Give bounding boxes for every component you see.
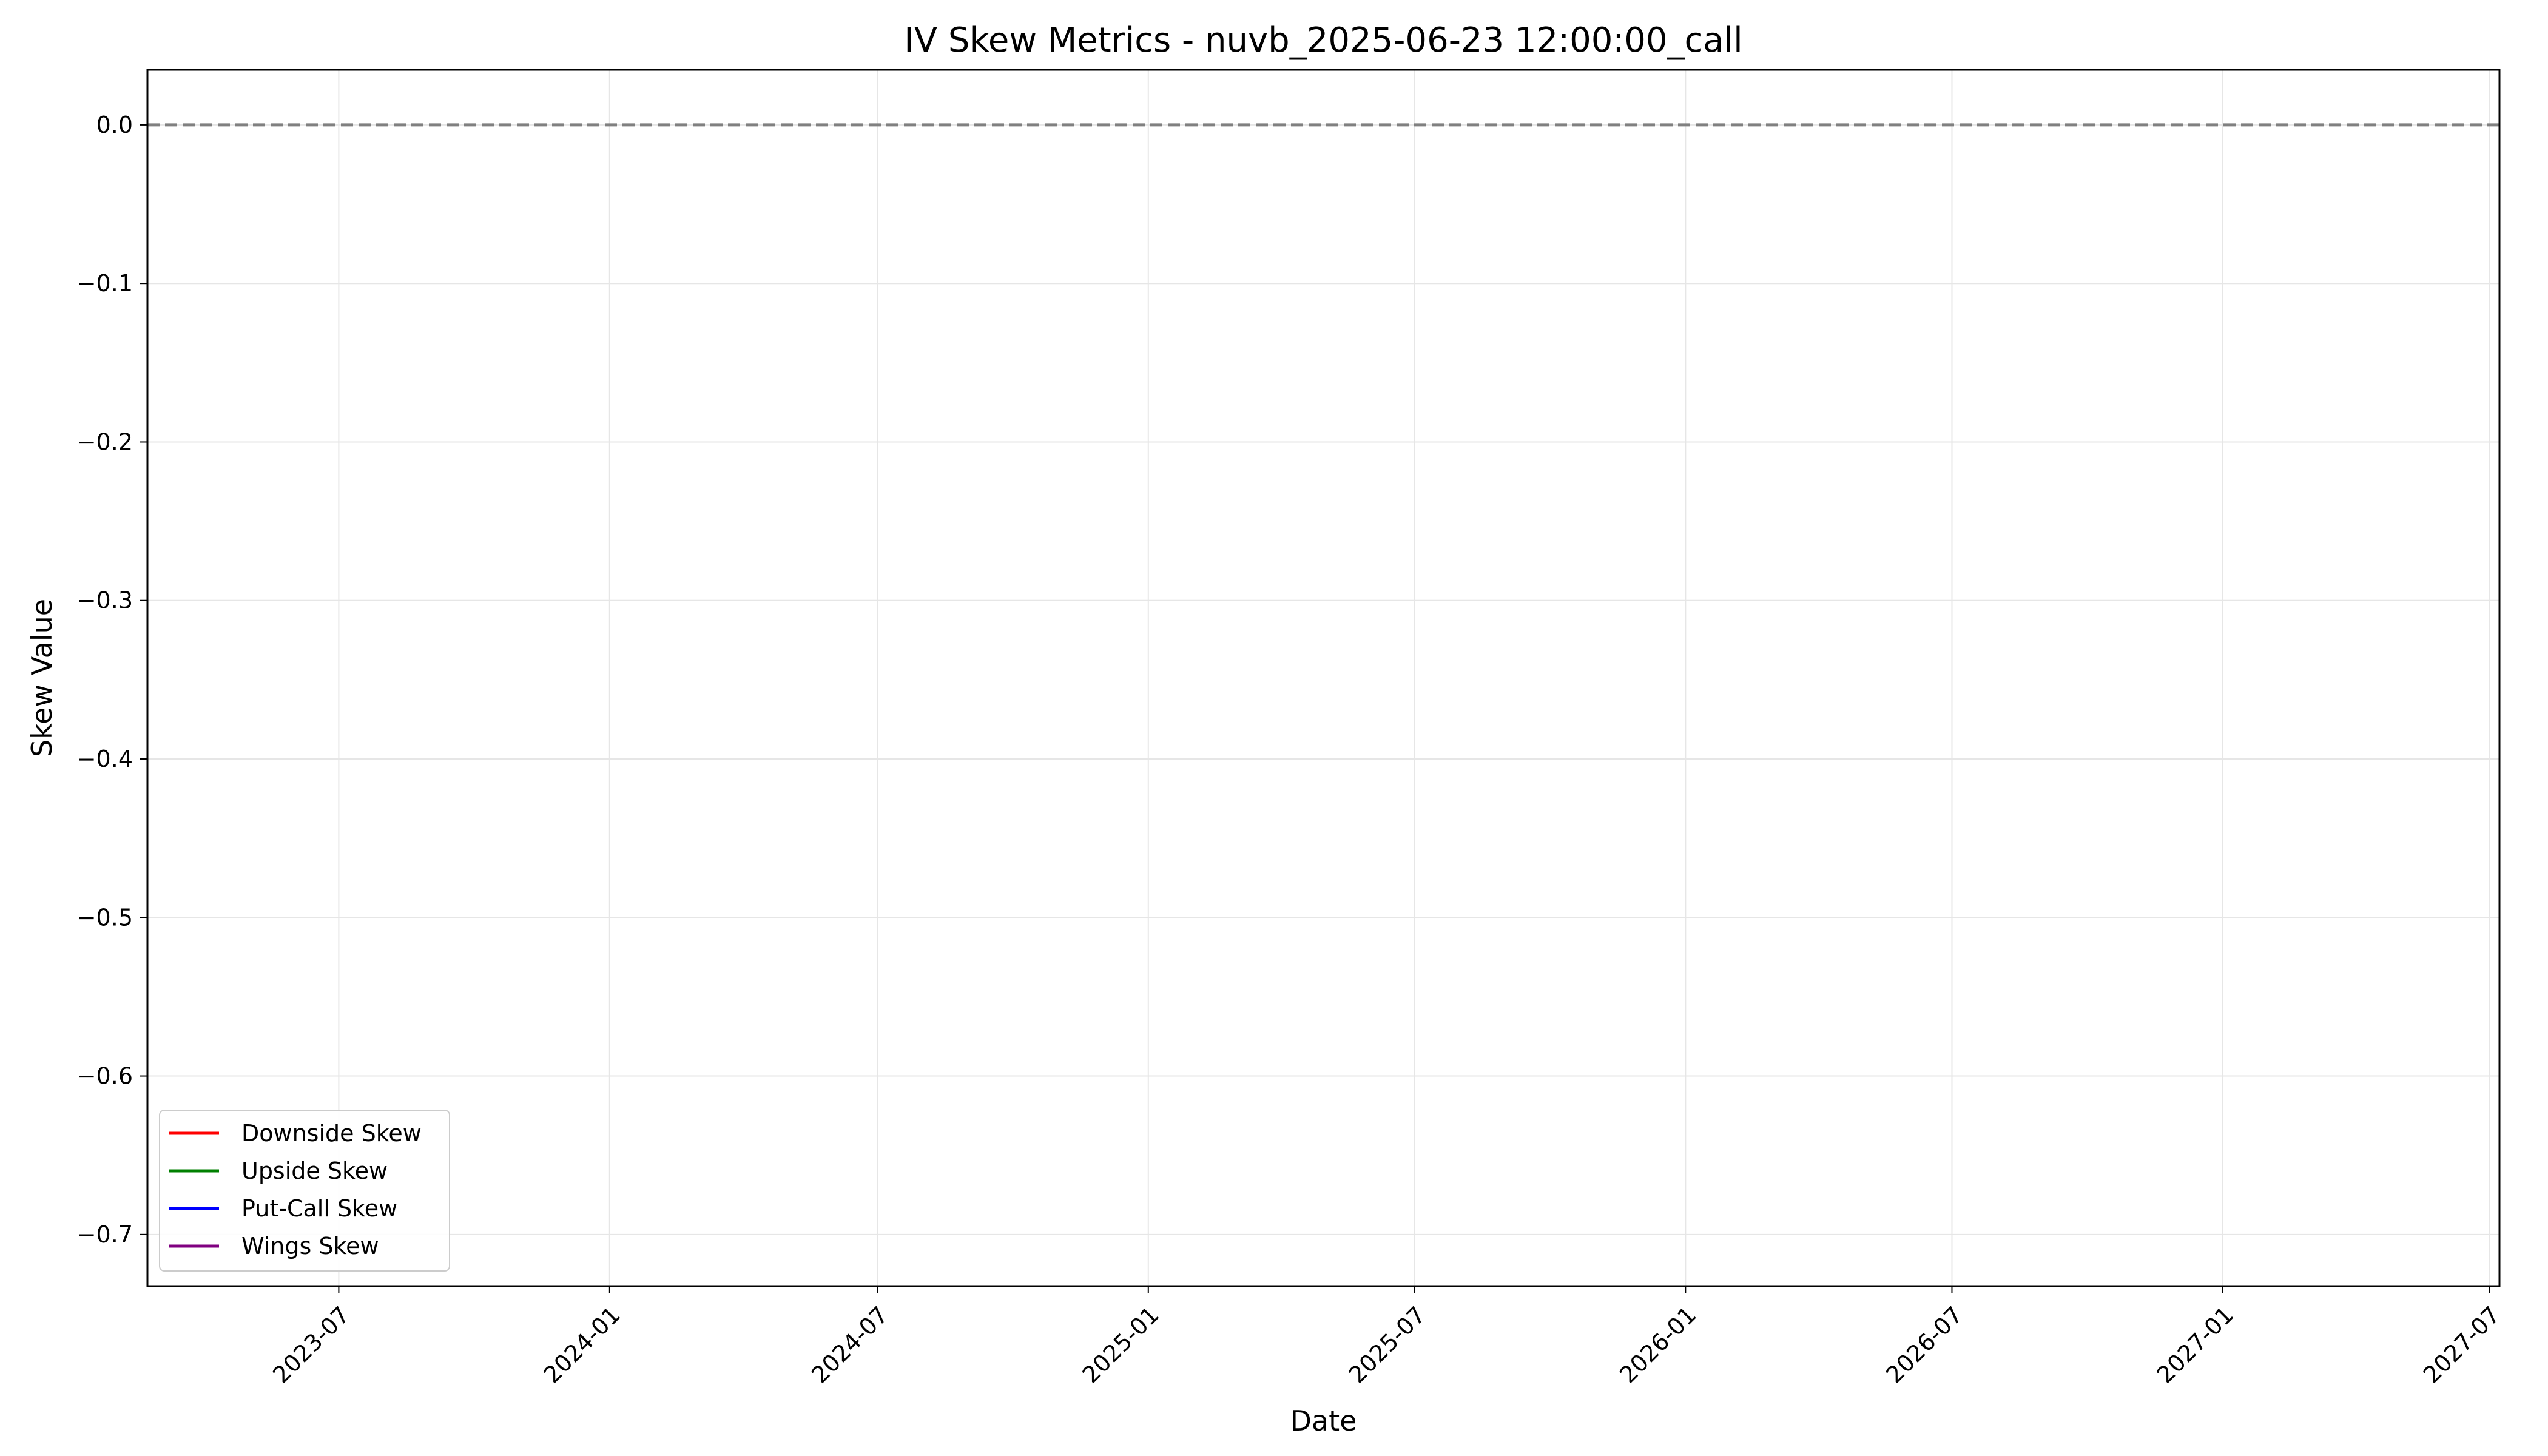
y-axis: 0.0 −0.1 −0.2 −0.3 −0.4 −0.5 −0.6 −0.7 [77,112,147,1248]
y-tick-label: −0.6 [77,1063,133,1090]
y-tick-label: −0.5 [77,904,133,931]
legend-label: Upside Skew [241,1158,388,1184]
y-axis-title: Skew Value [25,599,58,757]
legend-label: Wings Skew [241,1233,379,1259]
y-tick-label: −0.7 [77,1221,133,1248]
chart-title: IV Skew Metrics - nuvb_2025-06-23 12:00:… [904,21,1742,60]
legend-label: Put-Call Skew [241,1195,397,1222]
y-tick-label: −0.3 [77,587,133,614]
y-tick-label: −0.2 [77,428,133,455]
y-tick-label: 0.0 [96,112,133,138]
plot-area [146,69,2501,1287]
y-tick-label: −0.4 [77,746,133,772]
legend-box [159,1110,450,1272]
legend-label: Downside Skew [241,1120,422,1147]
y-tick-label: −0.1 [77,270,133,297]
x-axis-title: Date [1290,1404,1357,1437]
legend: Downside Skew Upside Skew Put-Call Skew Win… [159,1110,450,1272]
